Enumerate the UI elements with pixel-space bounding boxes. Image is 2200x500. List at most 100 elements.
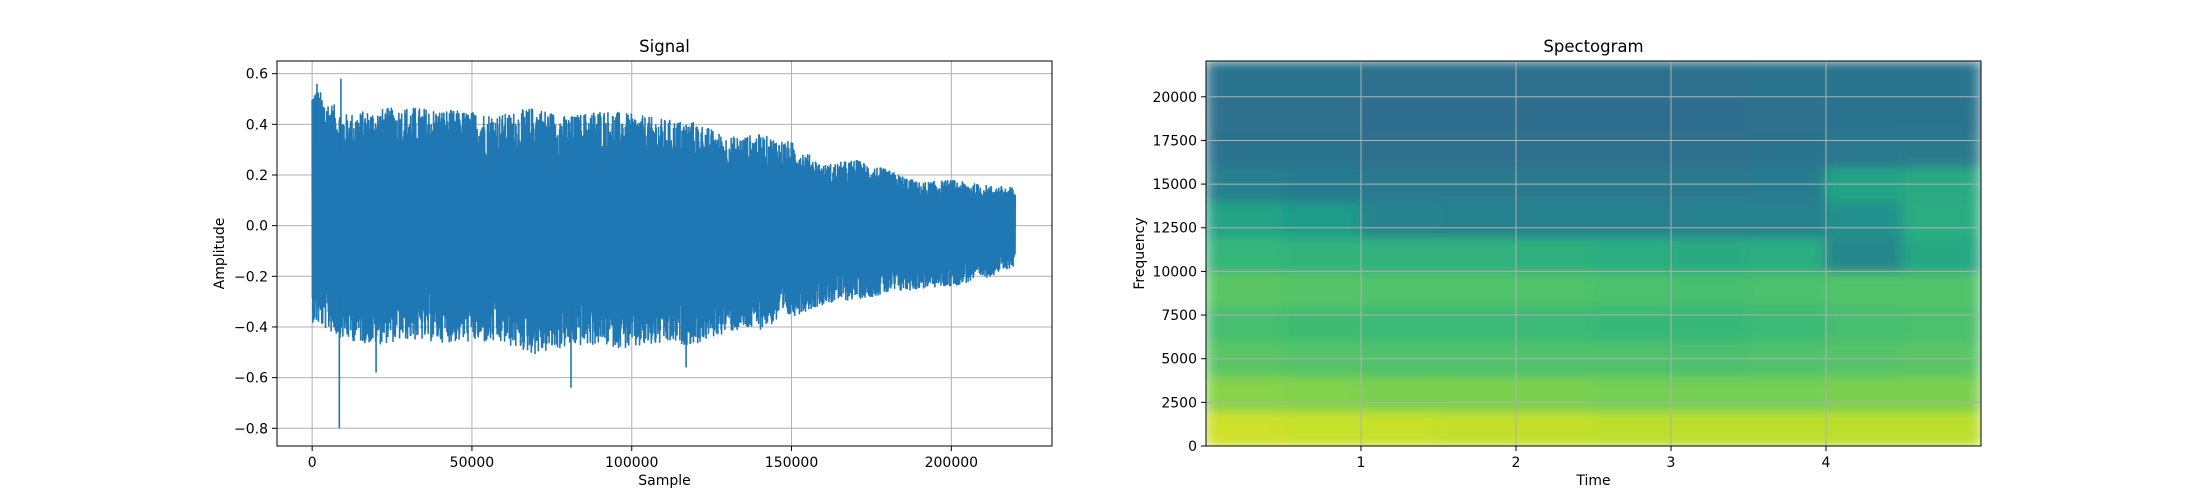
signal-x-axis-label: Sample	[638, 473, 691, 489]
spectrogram-cell	[1437, 235, 1517, 273]
signal-x-tick-label: 150000	[765, 455, 818, 471]
spectrogram-cell	[1360, 130, 1440, 168]
spectrogram-cell	[1360, 235, 1440, 273]
spectrogram-cell	[1360, 200, 1440, 238]
signal-x-tick-label: 50000	[450, 455, 495, 471]
signal-y-ticks: −0.8 −0.6 −0.4 −0.2 0.0 0.2 0.4 0.6	[234, 67, 277, 437]
spectrogram-cell	[1437, 375, 1517, 413]
spectrogram-cell	[1282, 305, 1362, 343]
signal-title: Signal	[639, 37, 690, 56]
spectrogram-cell	[1515, 410, 1595, 446]
spectrogram-cell	[1437, 130, 1517, 168]
spectrogram-cell	[1902, 130, 1981, 168]
spectrogram-y-tick-label: 17500	[1152, 133, 1197, 149]
spectrogram-cell	[1902, 375, 1981, 413]
spectrogram-cell	[1437, 270, 1517, 308]
spectrogram-cell	[1282, 61, 1362, 98]
spectrogram-cell	[1515, 200, 1595, 238]
spectrogram-cell	[1902, 200, 1981, 238]
spectrogram-cell	[1282, 270, 1362, 308]
spectrogram-cell	[1747, 200, 1827, 238]
spectrogram-cell	[1670, 270, 1750, 308]
spectrogram-cell	[1902, 305, 1981, 343]
spectrogram-cell	[1825, 95, 1905, 133]
spectrogram-cell	[1282, 410, 1362, 446]
spectrogram-cell	[1902, 270, 1981, 308]
spectrogram-cell	[1515, 130, 1595, 168]
signal-y-tick-label: −0.8	[234, 421, 268, 437]
spectrogram-cell	[1282, 95, 1362, 133]
signal-x-tick-label: 200000	[925, 455, 978, 471]
spectrogram-cell	[1515, 305, 1595, 343]
signal-line	[311, 92, 1017, 355]
spectrogram-y-tick-label: 10000	[1152, 264, 1197, 280]
signal-y-tick-label: −0.4	[234, 320, 268, 336]
spectrogram-cell	[1670, 200, 1750, 238]
spectrogram-cell	[1825, 410, 1905, 446]
spectrogram-x-tick-label: 1	[1357, 455, 1366, 471]
spectrogram-cell	[1206, 130, 1285, 168]
spectrogram-y-tick-label: 12500	[1152, 221, 1197, 237]
spectrogram-cell	[1670, 305, 1750, 343]
spectrogram-cell	[1206, 235, 1285, 273]
spectrogram-cell	[1592, 375, 1672, 413]
spectrogram-heatmap	[1206, 61, 1981, 446]
spectrogram-x-tick-label: 4	[1822, 455, 1831, 471]
spectrogram-cell	[1437, 95, 1517, 133]
spectrogram-cell	[1282, 235, 1362, 273]
spectrogram-cell	[1902, 235, 1981, 273]
spectrogram-x-axis-label: Time	[1575, 473, 1610, 489]
spectrogram-cell	[1825, 130, 1905, 168]
spectrogram-y-tick-label: 15000	[1152, 177, 1197, 193]
spectrogram-cell	[1282, 130, 1362, 168]
spectrogram-cell	[1747, 375, 1827, 413]
signal-y-axis-label: Amplitude	[212, 218, 228, 290]
spectrogram-cell	[1825, 305, 1905, 343]
signal-y-tick-label: 0.0	[246, 219, 268, 235]
spectrogram-cell	[1282, 375, 1362, 413]
spectrogram-cell	[1282, 200, 1362, 238]
spectrogram-cell	[1360, 61, 1440, 98]
spectrogram-cell	[1515, 95, 1595, 133]
signal-x-tick-label: 0	[308, 455, 317, 471]
spectrogram-cell	[1515, 61, 1595, 98]
spectrogram-cell	[1592, 410, 1672, 446]
spectrogram-axes-frame	[1205, 60, 1982, 447]
spectrogram-cell	[1670, 375, 1750, 413]
spectrogram-x-ticks: 1 2 3 4	[1357, 446, 1831, 471]
signal-y-tick-label: 0.4	[246, 117, 268, 133]
spectrogram-cell	[1206, 95, 1285, 133]
spectrogram-cell	[1437, 200, 1517, 238]
spectrogram-y-tick-label: 7500	[1161, 308, 1197, 324]
spectrogram-x-tick-label: 3	[1667, 455, 1676, 471]
spectrogram-cell	[1206, 61, 1285, 98]
spectrogram-cell	[1747, 410, 1827, 446]
spectrogram-cell	[1592, 305, 1672, 343]
signal-y-tick-label: −0.2	[234, 269, 268, 285]
signal-panel: 0 50000 100000 150000 200000 −0.8−0.6−0.4−0.…	[212, 37, 1053, 489]
spectrogram-cell	[1592, 130, 1672, 168]
spectrogram-cell	[1825, 61, 1905, 98]
spectrogram-x-tick-label: 2	[1512, 455, 1521, 471]
spectrogram-cell	[1592, 270, 1672, 308]
spectrogram-cell	[1825, 270, 1905, 308]
signal-y-tick-label: −0.6	[234, 371, 268, 387]
spectrogram-cell	[1360, 305, 1440, 343]
spectrogram-cell	[1515, 235, 1595, 273]
spectrogram-cell	[1747, 305, 1827, 343]
signal-y-tick-label: 0.6	[246, 67, 268, 83]
spectrogram-cell	[1902, 410, 1981, 446]
spectrogram-panel: 1 2 3 4 0 2500 5000 7500 10000 12500 15000 17500 20…	[1132, 37, 1982, 489]
spectrogram-y-tick-label: 5000	[1161, 352, 1197, 368]
spectrogram-cell	[1747, 270, 1827, 308]
spectrogram-cell	[1747, 61, 1827, 98]
spectrogram-cell	[1592, 200, 1672, 238]
spectrogram-cell	[1825, 200, 1905, 238]
spectrogram-cell	[1515, 270, 1595, 308]
spectrogram-y-tick-label: 0	[1188, 439, 1197, 455]
spectrogram-cell	[1206, 375, 1285, 413]
spectrogram-cell	[1902, 61, 1981, 98]
spectrogram-y-axis-label: Frequency	[1132, 217, 1148, 289]
spectrogram-cell	[1825, 375, 1905, 413]
